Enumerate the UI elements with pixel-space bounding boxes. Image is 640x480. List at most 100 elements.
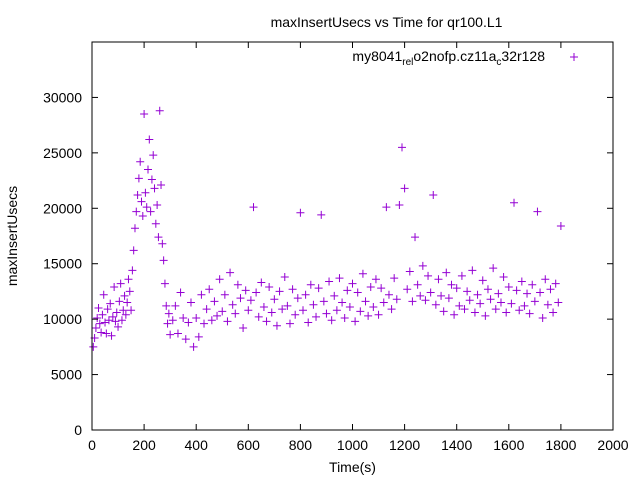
data-point xyxy=(390,274,399,283)
data-point xyxy=(123,298,132,307)
data-point xyxy=(192,314,201,323)
data-point xyxy=(353,288,362,297)
data-point xyxy=(179,314,188,323)
data-point xyxy=(416,291,425,300)
y-tick-label: 25000 xyxy=(43,145,82,161)
data-point xyxy=(517,277,526,286)
data-point xyxy=(146,207,155,216)
x-tick-label: 200 xyxy=(132,437,156,453)
data-point xyxy=(278,305,287,314)
data-point xyxy=(504,282,513,291)
x-tick-label: 400 xyxy=(185,437,209,453)
legend-label-part: 32r128 xyxy=(501,48,545,64)
data-point xyxy=(220,290,229,299)
legend: my8041relo2nofp.cz11ac32r128 xyxy=(352,48,578,68)
data-point xyxy=(265,282,274,291)
data-point xyxy=(210,297,219,306)
data-point xyxy=(304,318,313,327)
data-point xyxy=(91,324,100,333)
data-point xyxy=(437,291,446,300)
legend-label: my8041relo2nofp.cz11ac32r128 xyxy=(352,48,545,68)
data-point xyxy=(159,256,168,265)
data-point xyxy=(246,296,255,305)
data-point xyxy=(494,289,503,298)
data-point xyxy=(99,290,108,299)
data-point xyxy=(119,306,128,315)
data-point xyxy=(280,273,289,282)
x-tick-label: 800 xyxy=(289,437,313,453)
data-point xyxy=(231,309,240,318)
data-point xyxy=(379,298,388,307)
data-point xyxy=(184,318,193,327)
data-point xyxy=(181,335,190,344)
data-point xyxy=(314,284,323,293)
data-point xyxy=(150,184,159,193)
data-point xyxy=(348,279,357,288)
data-point xyxy=(444,294,453,303)
data-point xyxy=(397,143,406,152)
data-point xyxy=(481,311,490,320)
data-point xyxy=(426,288,435,297)
data-point xyxy=(125,287,134,296)
data-point xyxy=(486,295,495,304)
data-point xyxy=(108,312,117,321)
x-tick-label: 0 xyxy=(88,437,96,453)
data-point xyxy=(530,297,539,306)
data-point xyxy=(403,285,412,294)
data-point xyxy=(306,280,315,289)
data-point xyxy=(447,280,456,289)
data-point xyxy=(413,280,422,289)
data-point xyxy=(138,212,147,221)
data-point xyxy=(186,298,195,307)
legend-label-part: rel xyxy=(402,57,413,68)
data-point xyxy=(141,188,150,197)
points-layer xyxy=(89,106,565,351)
x-tick-label: 2000 xyxy=(597,437,628,453)
data-point xyxy=(162,301,171,310)
data-point xyxy=(124,275,133,284)
data-point xyxy=(387,305,396,314)
data-point xyxy=(429,190,438,199)
data-point xyxy=(483,285,492,294)
data-point xyxy=(149,151,158,160)
data-point xyxy=(322,309,331,318)
data-point xyxy=(299,306,308,315)
data-point xyxy=(239,324,248,333)
data-point xyxy=(496,298,505,307)
x-axis-label: Time(s) xyxy=(329,459,376,475)
data-point xyxy=(233,280,242,289)
data-point xyxy=(164,309,173,318)
data-point xyxy=(283,301,292,310)
data-point xyxy=(356,307,365,316)
data-point xyxy=(364,311,373,320)
data-point xyxy=(130,224,139,233)
data-point xyxy=(128,266,137,275)
data-point xyxy=(163,319,172,328)
chart-title: maxInsertUsecs vs Time for qr100.L1 xyxy=(271,14,503,30)
y-tick-label: 5000 xyxy=(51,367,82,383)
data-point xyxy=(272,321,281,330)
data-point xyxy=(473,290,482,299)
data-point xyxy=(502,308,511,317)
data-point xyxy=(455,301,464,310)
x-tick-label: 1600 xyxy=(493,437,524,453)
data-point xyxy=(478,276,487,285)
data-point xyxy=(400,184,409,193)
data-point xyxy=(499,273,508,282)
data-point xyxy=(158,239,167,248)
data-point xyxy=(489,264,498,273)
data-point xyxy=(241,286,250,295)
data-point xyxy=(267,308,276,317)
data-point xyxy=(332,306,341,315)
data-point xyxy=(551,279,560,288)
data-point xyxy=(226,268,235,277)
data-point xyxy=(452,284,461,293)
data-point xyxy=(120,291,129,300)
data-point xyxy=(142,203,151,212)
data-point xyxy=(173,329,182,338)
data-point xyxy=(325,277,334,286)
data-point xyxy=(136,157,145,166)
data-point xyxy=(262,317,271,326)
data-point xyxy=(463,287,472,296)
